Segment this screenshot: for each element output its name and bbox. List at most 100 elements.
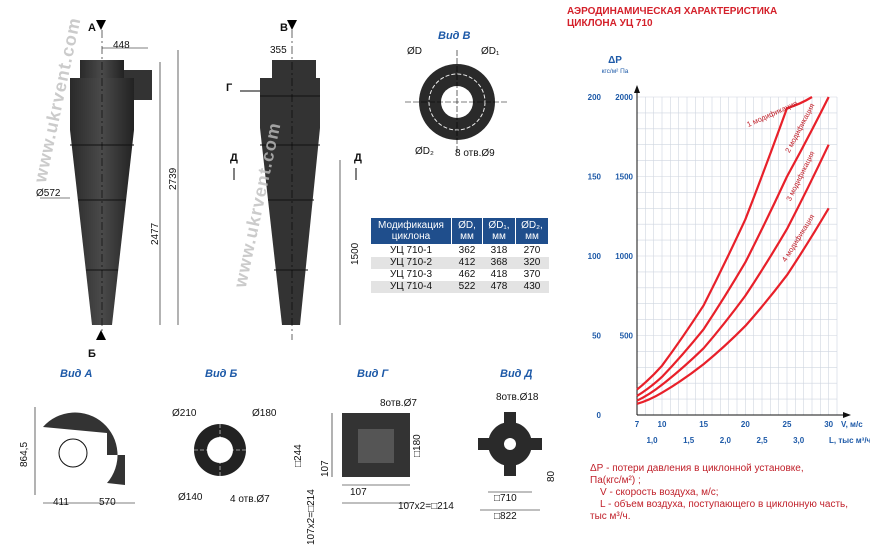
- table-cell: 478: [482, 281, 516, 293]
- table-cell: 418: [490, 269, 508, 280]
- view-g-h244: □244: [293, 444, 304, 467]
- x2-tick-label: 2,5: [756, 436, 768, 445]
- table-row: УЦ 710-1 362 318 270: [371, 245, 549, 258]
- view-b-drawing: [188, 418, 252, 482]
- view-b-holes: 4 отв.Ø7: [230, 494, 270, 505]
- table-row: УЦ 710-3 462 418 370: [371, 269, 549, 281]
- view-b: Ø210 Ø180 Ø140 4 отв.Ø7: [170, 400, 290, 510]
- x-tick-label: 10: [658, 420, 667, 429]
- legend-line-1: ΔР - потери давления в циклонной установ…: [590, 463, 804, 474]
- y-axis-title: ΔP: [608, 55, 622, 66]
- x-axis-title: V, м/с: [841, 420, 863, 429]
- dim-front-2739: 2739: [168, 167, 179, 190]
- chart-title: АЭРОДИНАМИЧЕСКАЯ ХАРАКТЕРИСТИКА ЦИКЛОНА …: [567, 6, 778, 29]
- table-cell: 462: [458, 269, 476, 280]
- x-tick-label: 20: [741, 420, 750, 429]
- x2-tick-label: 1,0: [646, 436, 658, 445]
- side-view-drawing: [233, 20, 357, 340]
- dim-front-2477: 2477: [150, 222, 161, 245]
- y-tick-label-kgs: 50: [592, 332, 601, 341]
- dim-front-dia: Ø572: [36, 188, 61, 199]
- table-cell: 320: [515, 257, 549, 269]
- table-cell: 412: [451, 257, 483, 269]
- x-tick-label: 15: [699, 420, 708, 429]
- view-g-w107: 107: [350, 487, 367, 498]
- section-b-label: Б: [88, 348, 96, 360]
- y-axis-units: кгс/м² Па: [602, 68, 629, 75]
- view-g-holes: 8отв.Ø7: [380, 398, 417, 409]
- y-tick-label-kgs: 150: [588, 173, 602, 182]
- view-v-title: Вид В: [438, 30, 471, 42]
- section-d-right-label: Д: [354, 152, 362, 164]
- view-a-title: Вид А: [60, 368, 93, 380]
- front-view-drawing: [40, 20, 179, 340]
- series-label: 3 модификация: [784, 150, 816, 203]
- view-v-d2: ØD₂: [415, 146, 434, 157]
- table-header-model: Модификация циклона: [370, 217, 452, 245]
- legend-line-5: тыс м³/ч.: [590, 511, 631, 522]
- y-axis-arrow: [634, 85, 640, 93]
- table-row: УЦ 710-2 412 368 320: [370, 257, 549, 269]
- section-g-label: Г: [226, 82, 233, 94]
- table-header-d1: ØD₁, мм: [482, 217, 516, 245]
- chart-legend: ΔР - потери давления в циклонной установ…: [590, 463, 875, 523]
- view-a: 864,5 411 570: [15, 385, 165, 520]
- view-d: 8отв.Ø18 □710 □822 80: [460, 392, 570, 532]
- view-a-drawing: [34, 407, 135, 504]
- table-cell: 368: [482, 257, 516, 269]
- series-line: [636, 96, 813, 391]
- section-a-label: А: [88, 22, 96, 34]
- view-g-title: Вид Г: [357, 368, 389, 380]
- view-d-w710: □710: [494, 493, 517, 504]
- view-b-d180: Ø180: [252, 408, 277, 419]
- table-cell: 522: [451, 281, 483, 293]
- view-d-drawing: [478, 412, 542, 511]
- legend-line-2: Па(кгс/м²) ;: [590, 475, 641, 486]
- view-g-w214: 107x2=□214: [398, 501, 454, 512]
- table-cell: 362: [458, 245, 476, 256]
- y-tick-label-kgs: 200: [588, 93, 602, 102]
- table-cell: УЦ 710-4: [370, 281, 452, 293]
- view-a-width1: 411: [53, 497, 69, 508]
- view-g-h107: 107: [320, 460, 331, 477]
- x2-tick-label: 1,5: [683, 436, 695, 445]
- table-cell: 270: [523, 245, 541, 256]
- x-tick-label: 25: [783, 420, 792, 429]
- view-v-d1: ØD₁: [481, 46, 500, 57]
- table-cell: 318: [490, 245, 508, 256]
- x-axis-arrow: [843, 412, 851, 418]
- y-tick-label-kgs: 100: [588, 252, 602, 261]
- table-cell: 370: [523, 269, 541, 280]
- legend-line-3: V - скорость воздуха, м/с;: [600, 487, 719, 498]
- view-v-holes: 8 отв.Ø9: [455, 148, 495, 159]
- side-view: В Г Д Д 355 1500 www.ukrvent.com: [220, 0, 370, 345]
- table-header-d2: ØD₂, мм: [515, 217, 549, 245]
- table-cell: УЦ 710-2: [370, 257, 452, 269]
- view-b-d140: Ø140: [178, 492, 203, 503]
- view-b-d210: Ø210: [172, 408, 197, 419]
- y-tick-label-pa: 1000: [615, 252, 633, 261]
- x-tick-label: 7: [635, 420, 640, 429]
- table-header-d: ØD, мм: [451, 217, 483, 245]
- front-view: А Б 448 Ø572 2739 2477 www.ukrvent.com: [0, 0, 200, 360]
- view-g-h214: 107x2=□214: [306, 489, 317, 545]
- series-line: [636, 96, 830, 397]
- view-d-w822: □822: [494, 511, 517, 522]
- view-d-holes: 8отв.Ø18: [496, 392, 539, 403]
- legend-line-4: L - объем воздуха, поступающего в циклон…: [600, 499, 849, 510]
- table-cell: УЦ 710-1: [389, 245, 433, 256]
- modification-table: Модификация циклона ØD, мм ØD₁, мм ØD₂, …: [370, 217, 549, 293]
- x2-tick-label: 2,0: [720, 436, 732, 445]
- view-a-height: 864,5: [19, 441, 30, 467]
- series-line: [636, 144, 830, 402]
- series-line: [636, 207, 830, 405]
- view-v-flange-drawing: [405, 50, 509, 154]
- view-g-w180: □180: [412, 434, 423, 457]
- view-g: 8отв.Ø7 □244 107 107x2=□214 □180 107 107…: [290, 395, 460, 545]
- x2-axis-title: L, тыс м³/ч: [829, 436, 870, 445]
- dim-front-448: 448: [113, 40, 130, 51]
- x2-tick-label: 3,0: [793, 436, 805, 445]
- view-a-width2: 570: [99, 497, 116, 508]
- view-d-h80: 80: [546, 470, 557, 482]
